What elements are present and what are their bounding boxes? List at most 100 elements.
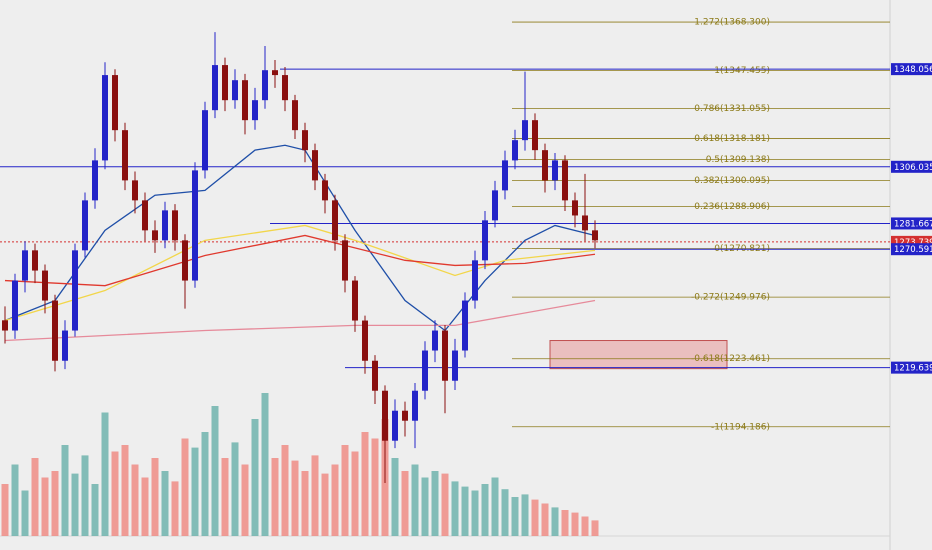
volume-bar xyxy=(491,477,499,536)
volume-bar xyxy=(71,473,79,536)
volume-bar xyxy=(41,477,49,536)
candle-body xyxy=(82,200,88,251)
volume-bar xyxy=(561,510,569,536)
volume-bar xyxy=(81,455,89,536)
volume-bar xyxy=(31,458,39,536)
volume-bar xyxy=(111,451,119,536)
volume-bar xyxy=(341,445,349,536)
volume-bar xyxy=(471,490,479,536)
candle-body xyxy=(172,210,178,241)
volume-bar xyxy=(21,490,29,536)
volume-bar xyxy=(311,455,319,536)
fib-label: 0.786(1331.055) xyxy=(694,104,770,114)
volume-bar xyxy=(141,477,149,536)
candle-body xyxy=(162,210,168,241)
volume-bar xyxy=(291,460,299,536)
candle-body xyxy=(232,80,238,101)
volume-bar xyxy=(151,458,159,536)
fib-label: 0.236(1288.906) xyxy=(694,202,770,212)
volume-bar xyxy=(411,464,419,536)
volume-bar xyxy=(391,458,399,536)
volume-bar xyxy=(351,451,359,536)
volume-bar xyxy=(461,486,469,536)
candle-body xyxy=(282,75,288,101)
price-label: 1281.667 xyxy=(894,219,932,229)
candle-body xyxy=(572,200,578,216)
volume-bar xyxy=(551,507,559,536)
price-label: 1306.035 xyxy=(894,163,932,173)
candle-body xyxy=(482,220,488,261)
volume-bar xyxy=(431,471,439,536)
candle-body xyxy=(442,330,448,381)
fib-label: -1(1194.186) xyxy=(711,422,770,432)
candle-body xyxy=(402,410,408,421)
candle-body xyxy=(32,250,38,271)
candle-body xyxy=(392,410,398,441)
price-label-bg xyxy=(891,160,932,173)
candle-body xyxy=(472,260,478,301)
volume-bar xyxy=(521,494,529,536)
volume-bar xyxy=(591,520,599,536)
candle-body xyxy=(142,200,148,231)
candle-body xyxy=(262,70,268,101)
volume-bar xyxy=(451,481,459,536)
moving-average xyxy=(4,234,596,287)
candle-body xyxy=(452,350,458,381)
candle-body xyxy=(252,100,258,121)
volume-bar xyxy=(441,473,449,536)
candle-body xyxy=(292,100,298,131)
candle-body xyxy=(272,70,278,76)
candle-body xyxy=(532,120,538,151)
volume-bar xyxy=(481,484,489,536)
price-label: 1348.056 xyxy=(894,65,932,75)
volume-bar xyxy=(321,473,329,536)
candle-body xyxy=(342,240,348,281)
volume-bar xyxy=(191,447,199,536)
candle-body xyxy=(182,240,188,281)
candle-body xyxy=(462,300,468,351)
volume-bar xyxy=(281,445,289,536)
candle-body xyxy=(52,300,58,361)
fib-label: 1.272(1368.300) xyxy=(694,18,770,28)
candle-body xyxy=(102,75,108,161)
volume-bar xyxy=(501,489,509,536)
price-label-bg xyxy=(891,361,932,374)
candle-body xyxy=(192,170,198,281)
volume-bar xyxy=(271,458,279,536)
candle-body xyxy=(362,320,368,361)
candle-body xyxy=(2,320,8,331)
volume-bar xyxy=(261,393,269,536)
zone xyxy=(549,340,728,370)
volume-bar xyxy=(181,438,189,536)
candle-body xyxy=(502,160,508,191)
fib-label: -0.618(1223.461) xyxy=(691,354,770,364)
candle-body xyxy=(152,230,158,241)
volume-bar xyxy=(331,464,339,536)
volume-bar xyxy=(51,471,59,536)
candle-body xyxy=(242,80,248,121)
fib-label: 0.618(1318.181) xyxy=(694,134,770,144)
candle-body xyxy=(412,390,418,421)
volume-bar xyxy=(61,445,69,536)
candle-body xyxy=(62,330,68,361)
volume-bar xyxy=(511,497,519,536)
volume-bar xyxy=(161,471,169,536)
volume-bar xyxy=(211,406,219,536)
candle-body xyxy=(92,160,98,201)
volume-bar xyxy=(581,516,589,536)
candle-body xyxy=(522,120,528,141)
volume-bar xyxy=(401,471,409,536)
candle-body xyxy=(512,140,518,161)
price-label: 1270.591 xyxy=(894,245,932,255)
price-label-bg xyxy=(891,217,932,230)
candle-body xyxy=(542,150,548,181)
fib-label: 1(1347.455) xyxy=(714,66,770,76)
volume-bar xyxy=(241,464,249,536)
volume-bar xyxy=(1,484,9,536)
price-label-bg xyxy=(891,63,932,76)
candle-body xyxy=(382,390,388,441)
candle-body xyxy=(122,130,128,181)
candle-body xyxy=(302,130,308,151)
